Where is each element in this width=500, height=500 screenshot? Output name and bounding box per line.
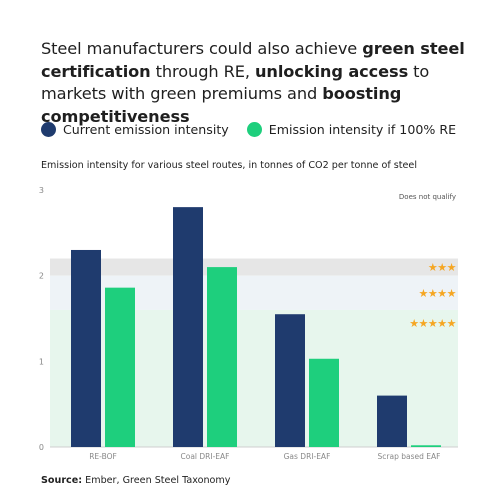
y-tick-label: 1 [39, 357, 44, 366]
bar-current [71, 249, 101, 447]
y-tick-label: 3 [39, 186, 44, 195]
x-category-label: RE-BOF [89, 452, 117, 461]
x-category-label: Gas DRI-EAF [284, 452, 331, 461]
bar-current [173, 207, 203, 447]
x-category-label: Scrap based EAF [378, 452, 441, 461]
source-note: Source: Ember, Green Steel Taxonomy [41, 475, 231, 486]
chart-title: Steel manufacturers could also achieve g… [41, 39, 465, 126]
y-tick-label: 0 [39, 443, 44, 452]
bar-re [309, 358, 339, 447]
bar-re [411, 445, 441, 447]
legend-item-re: Emission intensity if 100% RE [246, 122, 457, 137]
bar-current [275, 314, 305, 447]
legend-label-current: Current emission intensity [63, 122, 229, 137]
bar-current [377, 395, 407, 447]
legend-swatch-re [246, 122, 262, 137]
chart-subtitle: Emission intensity for various steel rou… [41, 160, 418, 171]
threshold-stars: ★★★★ [419, 287, 457, 300]
legend-label-re: Emission intensity if 100% RE [268, 122, 457, 137]
threshold-stars: ★★★ [428, 261, 457, 274]
legend: Current emission intensity Emission inte… [41, 122, 474, 137]
threshold-band-1 [50, 258, 458, 276]
bar-re [207, 267, 237, 447]
legend-swatch-current [41, 122, 56, 137]
y-tick-label: 2 [39, 272, 44, 281]
threshold-label: Does not qualify [399, 193, 456, 201]
x-category-label: Coal DRI-EAF [181, 452, 230, 461]
legend-item-current: Current emission intensity [41, 122, 229, 137]
bar-re [105, 287, 135, 447]
threshold-stars: ★★★★★ [409, 317, 456, 330]
